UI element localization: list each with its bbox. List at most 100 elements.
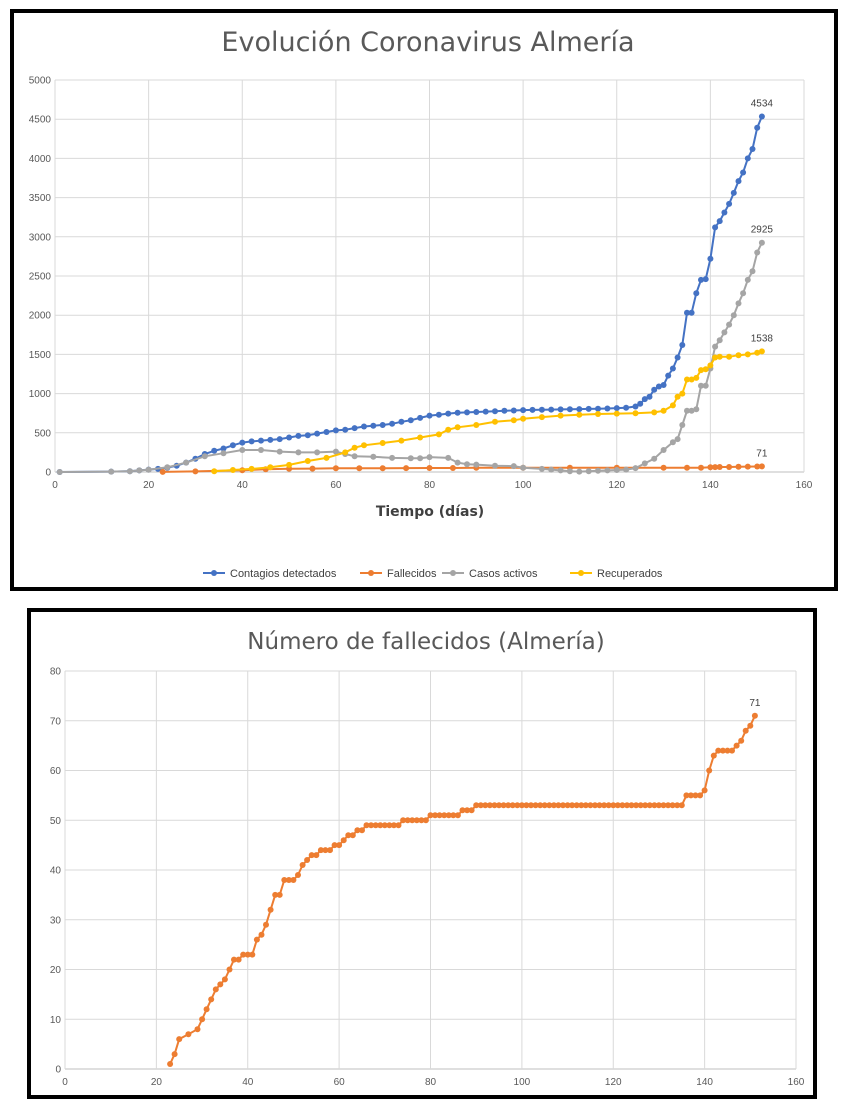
data-point — [692, 792, 699, 799]
data-point — [726, 353, 733, 360]
data-point — [435, 411, 442, 418]
data-point — [684, 376, 690, 383]
data-point — [258, 447, 264, 453]
data-point — [550, 802, 557, 809]
data-point — [546, 802, 553, 809]
data-point — [548, 466, 555, 473]
data-point — [226, 966, 233, 973]
data-point — [669, 402, 676, 409]
data-point — [342, 449, 349, 456]
data-point — [389, 420, 396, 427]
data-point — [482, 408, 489, 415]
x-tick-label: 60 — [330, 480, 342, 491]
data-point — [538, 414, 545, 421]
data-point — [595, 411, 601, 417]
data-point — [523, 802, 530, 809]
data-point — [413, 817, 420, 824]
data-point — [758, 113, 765, 120]
y-tick-label: 1500 — [29, 350, 52, 361]
data-point — [459, 807, 466, 814]
data-point — [450, 812, 457, 819]
data-point — [492, 408, 498, 415]
data-point — [674, 393, 681, 400]
data-point — [454, 812, 461, 819]
data-point — [211, 447, 218, 454]
data-point — [730, 312, 737, 319]
data-point — [679, 390, 686, 397]
data-point — [304, 458, 311, 464]
data-point — [595, 467, 601, 474]
data-point — [595, 405, 601, 412]
x-tick-label: 80 — [425, 1077, 437, 1088]
data-point — [248, 465, 255, 472]
data-point — [403, 465, 410, 472]
data-point — [576, 406, 583, 413]
data-point — [698, 382, 704, 389]
data-point — [171, 1051, 178, 1058]
data-labels: 71 — [749, 698, 761, 709]
data-point — [379, 465, 386, 472]
data-label: 2925 — [751, 225, 774, 236]
data-point — [613, 410, 620, 417]
data-point — [372, 822, 379, 829]
data-point — [379, 440, 386, 446]
data-point — [735, 178, 742, 185]
data-point — [744, 463, 751, 470]
data-point — [505, 802, 512, 809]
data-point — [688, 376, 695, 383]
data-point — [742, 727, 749, 734]
data-point — [698, 464, 704, 471]
data-point — [632, 465, 639, 472]
data-point — [381, 822, 388, 829]
data-point — [719, 747, 726, 754]
x-tick-label: 160 — [788, 1077, 805, 1088]
chart-panel-fallecidos: Número de fallecidos (Almería) 0 10 20 30 40… — [27, 608, 817, 1099]
data-point — [510, 407, 517, 414]
data-point — [660, 382, 667, 388]
data-point — [229, 442, 236, 449]
data-point — [712, 464, 719, 471]
data-point — [249, 951, 256, 958]
data-point — [244, 951, 251, 958]
data-point — [674, 802, 681, 809]
data-point — [754, 124, 761, 131]
data-point — [632, 410, 639, 417]
data-point — [409, 817, 416, 824]
x-tick-label: 120 — [608, 480, 625, 491]
data-point — [529, 406, 536, 413]
data-label: 71 — [749, 698, 761, 709]
y-tick-label: 60 — [50, 766, 62, 777]
data-point — [754, 463, 761, 470]
data-point — [426, 454, 433, 461]
data-point — [560, 802, 566, 809]
data-point — [492, 418, 498, 425]
data-point — [239, 439, 246, 446]
legend-label: Contagios detectados — [230, 568, 337, 580]
data-point — [332, 448, 339, 455]
data-point — [212, 986, 219, 993]
data-point — [281, 877, 288, 883]
data-point — [501, 407, 508, 414]
data-point — [707, 362, 714, 369]
y-tick-labels: 0 10 20 30 40 50 60 70 80 — [50, 667, 62, 1076]
data-point — [359, 827, 365, 834]
data-point — [548, 406, 555, 413]
data-point — [518, 802, 525, 809]
data-point — [473, 422, 480, 428]
data-point — [660, 802, 667, 809]
data-point — [464, 409, 470, 416]
data-point — [422, 817, 429, 824]
data-point — [407, 455, 414, 462]
data-point — [239, 447, 246, 453]
series-group — [56, 113, 765, 475]
data-point — [698, 367, 704, 374]
data-point — [716, 464, 723, 470]
data-point — [619, 802, 626, 809]
data-point — [361, 442, 367, 449]
data-point — [701, 787, 708, 794]
data-point — [735, 463, 742, 470]
data-point — [427, 812, 434, 819]
data-point — [744, 351, 751, 358]
data-point — [669, 802, 676, 809]
data-point — [473, 409, 480, 415]
